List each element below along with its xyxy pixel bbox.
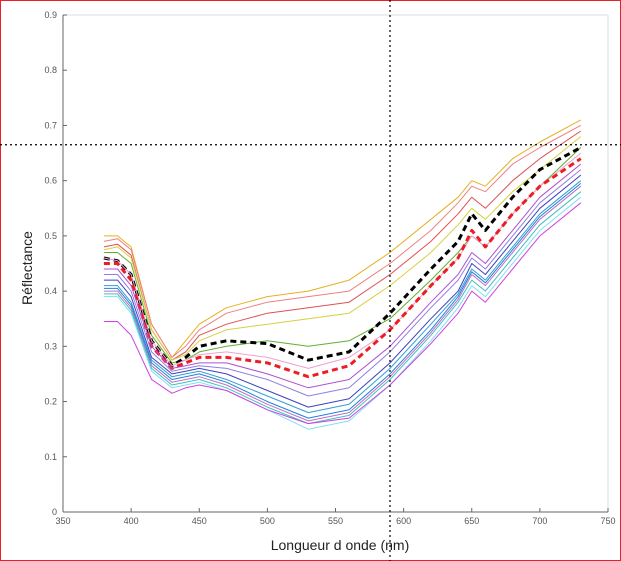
x-tick-label: 700 (532, 516, 547, 526)
y-tick-label: 0.7 (44, 120, 57, 130)
series-line-11 (103, 174, 582, 408)
series-line-16 (103, 196, 582, 430)
y-tick-label: 0.3 (44, 341, 57, 351)
x-tick-label: 650 (464, 516, 479, 526)
series-line-12 (103, 180, 582, 414)
y-tick-label: 0.1 (44, 452, 57, 462)
y-tick-label: 0.5 (44, 231, 57, 241)
series-line-17 (103, 202, 582, 425)
series-line-2 (103, 124, 582, 358)
series-line-13 (103, 183, 582, 419)
y-tick-label: 0 (52, 507, 57, 517)
x-tick-label: 400 (124, 516, 139, 526)
y-tick-label: 0.9 (44, 10, 57, 20)
y-tick-label: 0.4 (44, 286, 57, 296)
y-tick-label: 0.8 (44, 65, 57, 75)
x-tick-label: 450 (192, 516, 207, 526)
x-tick-label: 750 (600, 516, 615, 526)
x-tick-label: 600 (396, 516, 411, 526)
series-line-10 (103, 169, 582, 397)
y-tick-label: 0.2 (44, 397, 57, 407)
y-tick-label: 0.6 (44, 176, 57, 186)
series-line-4 (103, 136, 582, 361)
series-line-14 (103, 185, 582, 422)
series-line-9 (103, 163, 582, 389)
y-axis-title: Réflectance (19, 231, 35, 305)
x-tick-label: 500 (260, 516, 275, 526)
x-tick-label: 550 (328, 516, 343, 526)
x-axis-title: Longueur d onde (nm) (271, 537, 410, 553)
x-tick-label: 350 (55, 516, 70, 526)
plot-area (63, 15, 608, 512)
